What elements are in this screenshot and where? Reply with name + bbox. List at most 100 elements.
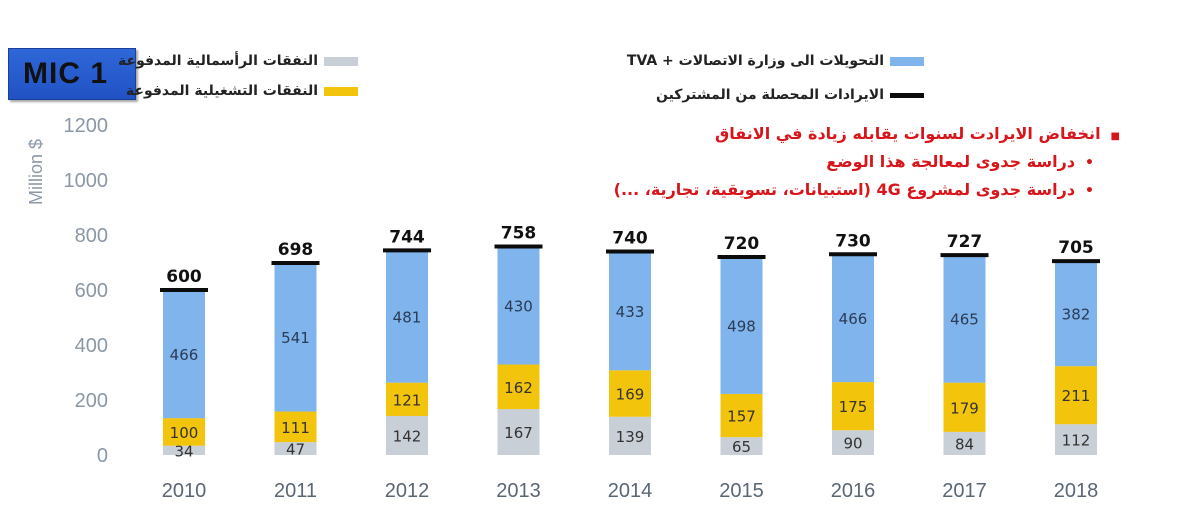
legend-label-capex: النفقات الرأسمالية المدفوعة bbox=[118, 53, 318, 69]
legend-swatch-revenue bbox=[890, 92, 924, 98]
legend-label-transfers: التحويلات الى وزارة الاتصالات + TVA bbox=[626, 53, 884, 69]
total-label: 705 bbox=[1058, 238, 1094, 258]
y-axis: 0 200 400 600 800 1000 1200 bbox=[64, 115, 109, 467]
data-label: 100 bbox=[170, 424, 199, 442]
bar-segment bbox=[609, 251, 651, 371]
data-label: 175 bbox=[839, 398, 868, 416]
x-tick-label: 2013 bbox=[496, 480, 541, 502]
data-label: 84 bbox=[955, 435, 974, 453]
legend-item-capex: النفقات الرأسمالية المدفوعة bbox=[118, 50, 358, 72]
note-item: • دراسة جدوى لمعالجة هذا الوضع bbox=[560, 148, 1094, 176]
bar-segment bbox=[720, 437, 763, 455]
legend-label-opex: النفقات التشغيلية المدفوعة bbox=[125, 83, 318, 99]
badge-label: MIC 1 bbox=[23, 57, 109, 90]
square-bullet-icon: ■ bbox=[1110, 131, 1120, 142]
data-label: 466 bbox=[170, 346, 199, 364]
dot-bullet-icon: • bbox=[1085, 155, 1094, 171]
data-label: 179 bbox=[950, 399, 979, 417]
data-label: 157 bbox=[727, 408, 756, 426]
data-label: 121 bbox=[393, 391, 422, 409]
y-tick-label: 1000 bbox=[64, 170, 109, 192]
x-axis: 2010 2011 2012 2013 2014 2015 2016 2017 2018 bbox=[162, 480, 1099, 502]
note-text: دراسة جدوى لمشروع 4G (استبيانات، تسويقية… bbox=[613, 180, 1076, 199]
bar-segment bbox=[386, 415, 428, 455]
bar-segment bbox=[609, 416, 651, 455]
x-tick-label: 2012 bbox=[385, 480, 430, 502]
x-tick-label: 2011 bbox=[274, 480, 317, 502]
bar-segment bbox=[943, 254, 986, 383]
bar-segment bbox=[832, 253, 874, 383]
data-label: 34 bbox=[174, 442, 193, 460]
data-label: 433 bbox=[616, 303, 645, 321]
data-label: 112 bbox=[1062, 432, 1091, 450]
data-label: 169 bbox=[616, 386, 645, 404]
total-label: 720 bbox=[724, 234, 760, 254]
total-label: 730 bbox=[835, 231, 871, 251]
notes-list: ■ انخفاض الايرادت لسنوات يقابله زيادة في … bbox=[560, 120, 1120, 204]
bar-segment bbox=[274, 411, 317, 443]
y-tick-label: 200 bbox=[75, 390, 108, 412]
note-item: • دراسة جدوى لمشروع 4G (استبيانات، تسويقي… bbox=[560, 176, 1094, 204]
data-label: 162 bbox=[504, 379, 533, 397]
dot-bullet-icon: • bbox=[1085, 183, 1094, 199]
data-label: 481 bbox=[393, 309, 422, 327]
note-item: ■ انخفاض الايرادت لسنوات يقابله زيادة في … bbox=[560, 120, 1120, 148]
x-tick-label: 2018 bbox=[1054, 480, 1099, 502]
legend-swatch-opex bbox=[324, 86, 358, 96]
data-label: 498 bbox=[727, 317, 756, 335]
bar-segment bbox=[1055, 261, 1097, 367]
bar-segment bbox=[163, 290, 205, 419]
data-label: 111 bbox=[281, 419, 310, 437]
x-tick-label: 2015 bbox=[719, 480, 764, 502]
y-tick-label: 0 bbox=[97, 445, 108, 467]
bar-segment bbox=[832, 430, 874, 455]
bar-segment bbox=[1055, 424, 1097, 455]
data-label: 465 bbox=[950, 311, 979, 329]
legend-item-transfers: التحويلات الى وزارة الاتصالات + TVA bbox=[627, 50, 924, 72]
y-axis-label: Million $ bbox=[26, 139, 46, 205]
data-label: 167 bbox=[504, 424, 533, 442]
legend-item-revenue: الايرادات المحصلة من المشتركين bbox=[656, 84, 924, 106]
y-tick-label: 800 bbox=[75, 225, 108, 247]
data-label: 541 bbox=[281, 329, 310, 347]
note-text: انخفاض الايرادت لسنوات يقابله زيادة في ا… bbox=[714, 124, 1101, 143]
data-label: 65 bbox=[732, 438, 751, 456]
data-label: 142 bbox=[393, 427, 422, 445]
data-label: 47 bbox=[286, 441, 305, 459]
x-tick-label: 2010 bbox=[162, 480, 207, 502]
bar-segment bbox=[497, 409, 540, 455]
x-tick-label: 2014 bbox=[608, 480, 653, 502]
x-tick-label: 2017 bbox=[942, 480, 987, 502]
bar-segment bbox=[832, 382, 874, 431]
legend-swatch-capex bbox=[324, 56, 358, 66]
bar-segment bbox=[497, 246, 540, 365]
bar-segment bbox=[274, 442, 317, 455]
data-label: 466 bbox=[839, 310, 868, 328]
bar-segment bbox=[609, 370, 651, 417]
bar-segment bbox=[274, 262, 317, 412]
note-text: دراسة جدوى لمعالجة هذا الوضع bbox=[826, 152, 1076, 171]
data-label: 90 bbox=[843, 435, 862, 453]
legend-label-revenue: الايرادات المحصلة من المشتركين bbox=[655, 87, 884, 103]
bar-segment bbox=[386, 382, 428, 416]
bar-segment bbox=[720, 257, 763, 394]
legend-item-opex: النفقات التشغيلية المدفوعة bbox=[126, 80, 358, 102]
data-label: 430 bbox=[504, 297, 533, 315]
bar-segment bbox=[497, 364, 540, 410]
x-tick-label: 2016 bbox=[831, 480, 876, 502]
total-label: 740 bbox=[612, 229, 648, 249]
y-tick-label: 400 bbox=[75, 335, 108, 357]
total-label: 727 bbox=[947, 232, 983, 252]
mic1-badge: MIC 1 bbox=[8, 48, 136, 100]
bar-segment bbox=[943, 382, 986, 432]
y-tick-label: 600 bbox=[75, 280, 108, 302]
total-label: 600 bbox=[166, 267, 202, 287]
bar-segment bbox=[163, 445, 205, 455]
total-label: 698 bbox=[278, 240, 314, 260]
total-label: 744 bbox=[389, 227, 425, 247]
data-label: 382 bbox=[1062, 306, 1091, 324]
data-label: 211 bbox=[1062, 387, 1091, 405]
bar-segment bbox=[943, 431, 986, 455]
